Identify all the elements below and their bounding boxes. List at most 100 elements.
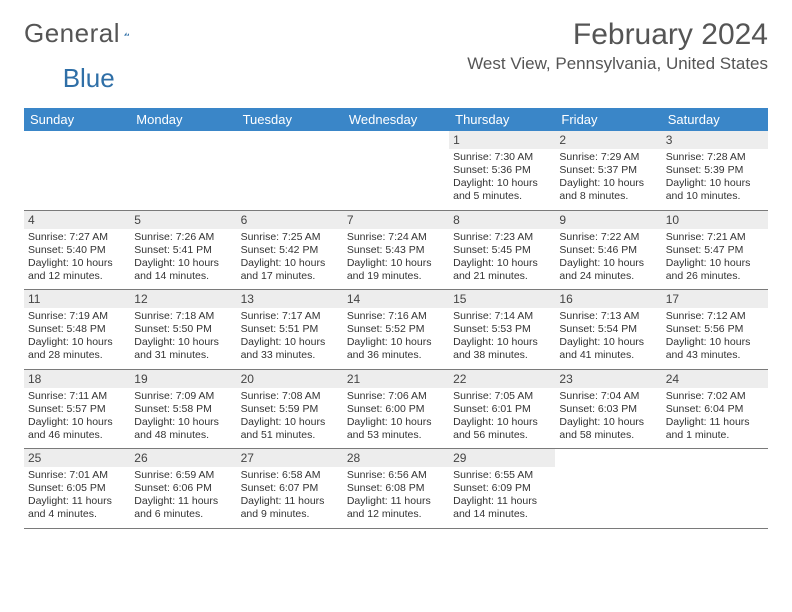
day-cell: 2Sunrise: 7:29 AMSunset: 5:37 PMDaylight…: [555, 131, 661, 210]
sunrise-text: Sunrise: 7:05 AM: [453, 390, 551, 403]
day-number: 13: [237, 290, 343, 308]
sunrise-text: Sunrise: 7:01 AM: [28, 469, 126, 482]
day-number: 23: [555, 370, 661, 388]
sunrise-text: Sunrise: 7:02 AM: [666, 390, 764, 403]
daylight2-text: and 56 minutes.: [453, 429, 551, 442]
daylight1-text: Daylight: 10 hours: [453, 416, 551, 429]
daylight1-text: Daylight: 10 hours: [559, 416, 657, 429]
day-cell: [343, 131, 449, 210]
daylight1-text: Daylight: 10 hours: [347, 257, 445, 270]
sunset-text: Sunset: 5:37 PM: [559, 164, 657, 177]
sunset-text: Sunset: 6:08 PM: [347, 482, 445, 495]
logo-sail-icon: [124, 25, 129, 43]
sunset-text: Sunset: 5:58 PM: [134, 403, 232, 416]
day-cell: 11Sunrise: 7:19 AMSunset: 5:48 PMDayligh…: [24, 290, 130, 369]
day-number: 11: [24, 290, 130, 308]
daylight1-text: Daylight: 10 hours: [347, 336, 445, 349]
day-number: 6: [237, 211, 343, 229]
sunrise-text: Sunrise: 7:12 AM: [666, 310, 764, 323]
daylight1-text: Daylight: 10 hours: [134, 416, 232, 429]
day-number: 10: [662, 211, 768, 229]
sunset-text: Sunset: 5:40 PM: [28, 244, 126, 257]
sunset-text: Sunset: 5:51 PM: [241, 323, 339, 336]
daylight1-text: Daylight: 10 hours: [241, 336, 339, 349]
sunrise-text: Sunrise: 7:23 AM: [453, 231, 551, 244]
sunset-text: Sunset: 6:00 PM: [347, 403, 445, 416]
sunrise-text: Sunrise: 7:30 AM: [453, 151, 551, 164]
day-number: [130, 131, 236, 149]
day-cell: 27Sunrise: 6:58 AMSunset: 6:07 PMDayligh…: [237, 449, 343, 528]
day-cell: 21 Sunrise: 7:06 AMSunset: 6:00 PMDayligh…: [343, 370, 449, 449]
sunset-text: Sunset: 6:01 PM: [453, 403, 551, 416]
daylight1-text: Daylight: 10 hours: [28, 416, 126, 429]
daylight2-text: and 12 minutes.: [28, 270, 126, 283]
daylight2-text: and 14 minutes.: [453, 508, 551, 521]
day-number: [237, 131, 343, 149]
day-header-sat: Saturday: [662, 108, 768, 131]
day-number: 1: [449, 131, 555, 149]
day-number: [343, 131, 449, 149]
daylight2-text: and 41 minutes.: [559, 349, 657, 362]
sunrise-text: Sunrise: 7:22 AM: [559, 231, 657, 244]
logo-text-1: General: [24, 18, 120, 49]
sunset-text: Sunset: 5:57 PM: [28, 403, 126, 416]
day-cell: [555, 449, 661, 528]
day-cell: 20Sunrise: 7:08 AMSunset: 5:59 PMDayligh…: [237, 370, 343, 449]
sunrise-text: Sunrise: 7:14 AM: [453, 310, 551, 323]
day-cell: 1Sunrise: 7:30 AMSunset: 5:36 PMDaylight…: [449, 131, 555, 210]
day-cell: 15Sunrise: 7:14 AMSunset: 5:53 PMDayligh…: [449, 290, 555, 369]
sunset-text: Sunset: 6:05 PM: [28, 482, 126, 495]
daylight1-text: Daylight: 10 hours: [559, 257, 657, 270]
daylight1-text: Daylight: 11 hours: [134, 495, 232, 508]
sunrise-text: Sunrise: 6:55 AM: [453, 469, 551, 482]
sunset-text: Sunset: 5:36 PM: [453, 164, 551, 177]
sunrise-text: Sunrise: 7:25 AM: [241, 231, 339, 244]
sunrise-text: Sunrise: 7:06 AM: [347, 390, 445, 403]
day-number: 15: [449, 290, 555, 308]
sunset-text: Sunset: 6:06 PM: [134, 482, 232, 495]
daylight2-text: and 48 minutes.: [134, 429, 232, 442]
day-number: 19: [130, 370, 236, 388]
day-number: 20: [237, 370, 343, 388]
day-cell: 5Sunrise: 7:26 AMSunset: 5:41 PMDaylight…: [130, 211, 236, 290]
day-cell: 12Sunrise: 7:18 AMSunset: 5:50 PMDayligh…: [130, 290, 236, 369]
day-cell: 19 Sunrise: 7:09 AMSunset: 5:58 PMDayligh…: [130, 370, 236, 449]
day-number: 7: [343, 211, 449, 229]
week-row: 25Sunrise: 7:01 AMSunset: 6:05 PMDayligh…: [24, 449, 768, 529]
day-cell: 23Sunrise: 7:04 AMSunset: 6:03 PMDayligh…: [555, 370, 661, 449]
day-cell: 13 Sunrise: 7:17 AMSunset: 5:51 PMDayligh…: [237, 290, 343, 369]
day-number: [555, 449, 661, 467]
daylight1-text: Daylight: 10 hours: [134, 257, 232, 270]
day-cell: 16Sunrise: 7:13 AMSunset: 5:54 PMDayligh…: [555, 290, 661, 369]
sunrise-text: Sunrise: 7:13 AM: [559, 310, 657, 323]
sunrise-text: Sunrise: 7:17 AM: [241, 310, 339, 323]
day-number: [24, 131, 130, 149]
sunrise-text: Sunrise: 7:11 AM: [28, 390, 126, 403]
daylight1-text: Daylight: 10 hours: [453, 257, 551, 270]
day-cell: 8Sunrise: 7:23 AMSunset: 5:45 PMDaylight…: [449, 211, 555, 290]
day-cell: 22 Sunrise: 7:05 AMSunset: 6:01 PMDayligh…: [449, 370, 555, 449]
daylight2-text: and 38 minutes.: [453, 349, 551, 362]
day-cell: 3Sunrise: 7:28 AMSunset: 5:39 PMDaylight…: [662, 131, 768, 210]
daylight1-text: Daylight: 11 hours: [666, 416, 764, 429]
daylight1-text: Daylight: 10 hours: [28, 336, 126, 349]
day-number: 21: [343, 370, 449, 388]
daylight1-text: Daylight: 11 hours: [241, 495, 339, 508]
daylight2-text: and 26 minutes.: [666, 270, 764, 283]
sunrise-text: Sunrise: 6:59 AM: [134, 469, 232, 482]
sunset-text: Sunset: 5:50 PM: [134, 323, 232, 336]
daylight1-text: Daylight: 10 hours: [453, 336, 551, 349]
daylight1-text: Daylight: 10 hours: [666, 257, 764, 270]
location: West View, Pennsylvania, United States: [467, 54, 768, 74]
daylight2-text: and 58 minutes.: [559, 429, 657, 442]
sunrise-text: Sunrise: 7:09 AM: [134, 390, 232, 403]
day-number: 22: [449, 370, 555, 388]
daylight2-text: and 21 minutes.: [453, 270, 551, 283]
sunset-text: Sunset: 5:43 PM: [347, 244, 445, 257]
title-block: February 2024 West View, Pennsylvania, U…: [467, 18, 768, 74]
sunrise-text: Sunrise: 7:27 AM: [28, 231, 126, 244]
daylight2-text: and 10 minutes.: [666, 190, 764, 203]
day-cell: [662, 449, 768, 528]
daylight1-text: Daylight: 10 hours: [347, 416, 445, 429]
sunset-text: Sunset: 5:47 PM: [666, 244, 764, 257]
